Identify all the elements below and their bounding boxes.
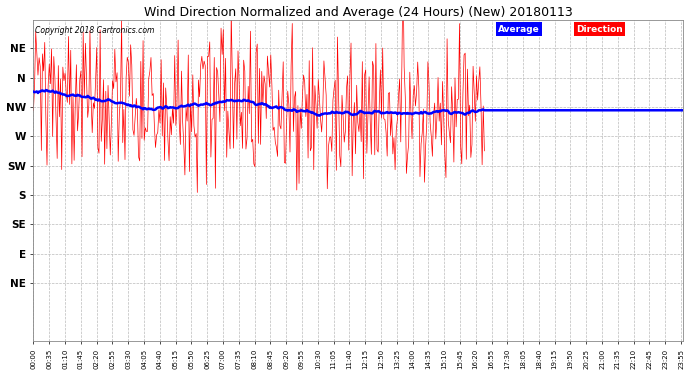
Title: Wind Direction Normalized and Average (24 Hours) (New) 20180113: Wind Direction Normalized and Average (2… [144, 6, 573, 18]
Text: Copyright 2018 Cartronics.com: Copyright 2018 Cartronics.com [35, 26, 155, 35]
Text: Average: Average [498, 24, 540, 33]
Text: Direction: Direction [576, 24, 623, 33]
